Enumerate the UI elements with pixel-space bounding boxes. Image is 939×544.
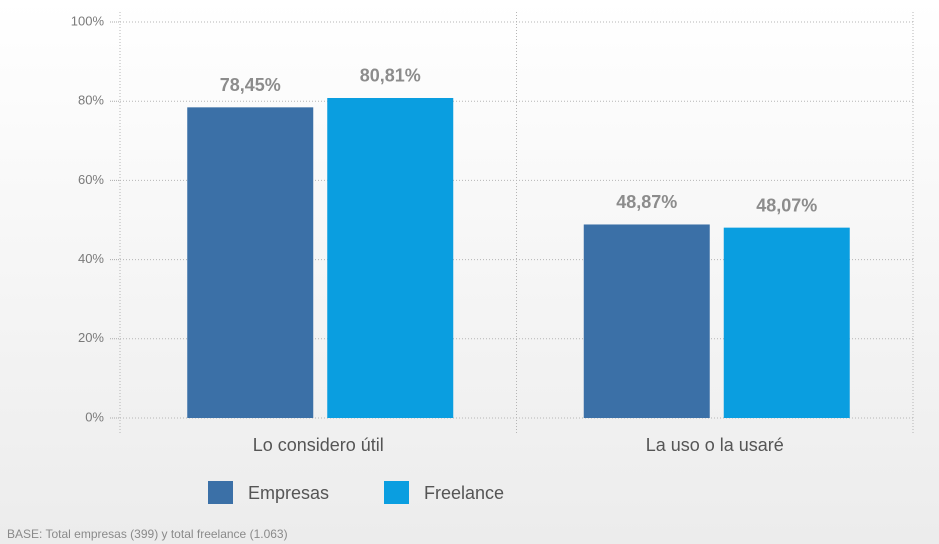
x-tick-label: La uso o la usaré bbox=[646, 435, 784, 455]
value-label: 80,81% bbox=[360, 66, 421, 86]
value-label: 78,45% bbox=[220, 75, 281, 95]
bar bbox=[327, 97, 454, 418]
legend-label: Empresas bbox=[248, 483, 329, 503]
y-tick-label: 40% bbox=[78, 251, 104, 266]
legend-swatch bbox=[208, 481, 233, 504]
y-tick-label: 80% bbox=[78, 93, 104, 108]
bar bbox=[583, 224, 710, 418]
y-tick-label: 0% bbox=[85, 409, 104, 424]
x-tick-label: Lo considero útil bbox=[253, 435, 384, 455]
legend-swatch bbox=[384, 481, 409, 504]
value-label: 48,07% bbox=[756, 195, 817, 215]
value-label: 48,87% bbox=[616, 192, 677, 212]
y-tick-label: 20% bbox=[78, 330, 104, 345]
legend-label: Freelance bbox=[424, 483, 504, 503]
y-tick-label: 60% bbox=[78, 172, 104, 187]
bar bbox=[723, 227, 850, 418]
bar bbox=[187, 107, 314, 418]
footnote: BASE: Total empresas (399) y total freel… bbox=[7, 527, 288, 541]
y-tick-label: 100% bbox=[71, 13, 105, 28]
